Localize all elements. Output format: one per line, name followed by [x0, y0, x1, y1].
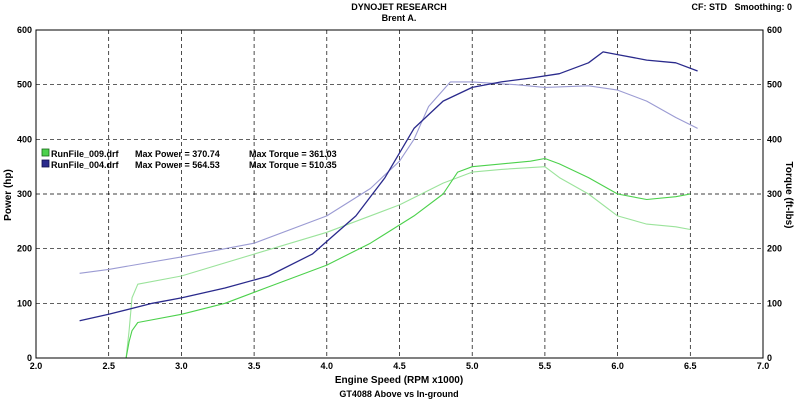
y-left-tick-label: 400	[17, 134, 32, 144]
x-axis-label: Engine Speed (RPM x1000)	[335, 375, 463, 386]
chart-caption: GT4088 Above vs In-ground	[339, 389, 458, 399]
legend-max-power-run-004: Max Power = 564.53	[135, 160, 220, 170]
legend-max-torque-run-004: Max Torque = 510.35	[249, 160, 337, 170]
y-right-tick-label: 500	[767, 80, 782, 90]
x-tick-label: 2.0	[30, 361, 43, 371]
series-lines	[79, 51, 698, 359]
y-left-tick-label: 0	[27, 353, 32, 363]
x-tick-label: 6.5	[684, 361, 697, 371]
legend-swatch-run-009	[41, 148, 50, 157]
x-tick-label: 6.0	[611, 361, 624, 371]
y-left-tick-labels: 0 100 200 300 400 500 600	[17, 25, 32, 363]
legend-file-run-009: RunFile_009.drf	[51, 149, 120, 159]
x-tick-label: 3.5	[248, 361, 261, 371]
x-tick-label: 5.5	[539, 361, 552, 371]
legend-swatch-run-004	[41, 159, 50, 168]
y-right-tick-labels: 0 100 200 300 400 500 600	[767, 25, 782, 363]
x-tick-label: 4.5	[393, 361, 406, 371]
x-tick-label: 3.0	[175, 361, 188, 371]
grid-lines	[36, 30, 763, 358]
legend-file-run-004: RunFile_004.drf	[51, 160, 120, 170]
x-tick-label: 2.5	[102, 361, 115, 371]
y-left-tick-label: 200	[17, 244, 32, 254]
legend: RunFile_009.drf Max Power = 370.74 Max T…	[41, 148, 337, 170]
series-line-runfile-009-drf-torque	[125, 166, 691, 359]
chart-title: DYNOJET RESEARCH	[351, 2, 447, 12]
y-left-tick-label: 300	[17, 189, 32, 199]
y-right-tick-label: 400	[767, 134, 782, 144]
y-left-tick-label: 500	[17, 80, 32, 90]
chart-subtitle: Brent A.	[382, 13, 417, 23]
y-right-tick-label: 600	[767, 25, 782, 35]
y-right-tick-label: 100	[767, 298, 782, 308]
y-right-tick-label: 200	[767, 244, 782, 254]
series-line-runfile-004-drf-torque	[79, 81, 698, 274]
x-tick-label: 5.0	[466, 361, 479, 371]
y-left-tick-label: 100	[17, 298, 32, 308]
x-tick-labels: 2.0 2.5 3.0 3.5 4.0 4.5 5.0 5.5 6.0 6.5 7.0	[30, 361, 770, 371]
legend-max-torque-run-009: Max Torque = 361.03	[249, 149, 337, 159]
series-line-runfile-009-drf-power	[125, 157, 691, 359]
series-line-runfile-004-drf-power	[79, 51, 698, 322]
x-tick-label: 7.0	[757, 361, 770, 371]
plot-frame	[35, 29, 764, 359]
y-right-axis-label: Torque (ft-lbs)	[783, 161, 794, 228]
y-right-tick-label: 300	[767, 189, 782, 199]
y-left-tick-label: 600	[17, 25, 32, 35]
y-right-tick-label: 0	[767, 353, 772, 363]
settings-label: CF: STD Smoothing: 0	[692, 2, 793, 12]
legend-max-power-run-009: Max Power = 370.74	[135, 149, 220, 159]
y-left-axis-label: Power (hp)	[3, 169, 14, 221]
x-tick-label: 4.0	[321, 361, 334, 371]
